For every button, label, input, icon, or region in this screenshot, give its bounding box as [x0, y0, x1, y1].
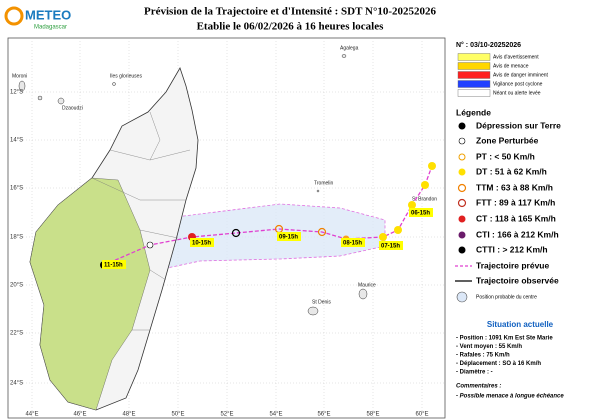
lat-label: 22°S — [10, 331, 23, 337]
lat-label: 20°S — [10, 283, 23, 289]
legend-icon — [457, 198, 467, 208]
lon-label: 54°E — [269, 412, 282, 418]
legend-icon — [458, 215, 466, 223]
title: Prévision de la Trajectoire et d'Intensi… — [144, 6, 436, 18]
lon-label: 60°E — [415, 412, 428, 418]
legend-label: CT : 118 à 165 Km/h — [476, 213, 556, 223]
alert-swatch — [457, 80, 491, 88]
lat-label: 14°S — [10, 138, 23, 144]
legend-icon — [458, 231, 466, 239]
comments-title: Commentaires : — [456, 384, 501, 390]
place-label: Iles glorieuses — [110, 73, 142, 79]
legend-label: PT : < 50 Km/h — [476, 151, 535, 161]
legend-icon — [458, 137, 466, 145]
lat-label: 24°S — [10, 381, 23, 387]
track-label-bg — [102, 260, 126, 269]
logo-title: METEO — [25, 7, 71, 22]
track-label: 06-15h — [411, 211, 430, 217]
legend-label: Trajectoire prévue — [476, 260, 550, 270]
alert-label: Vigilance post cyclone — [493, 81, 543, 87]
place-label: Agalega — [340, 45, 359, 51]
lat-label: 12°S — [10, 90, 23, 96]
legend-label: DT : 51 à 62 Km/h — [476, 166, 547, 176]
track-label-bg — [190, 238, 214, 247]
alert-zone — [29, 177, 151, 411]
legend-label: CTTI : > 212 Km/h — [476, 244, 548, 254]
legend-label: FTT : 89 à 117 Km/h — [476, 197, 555, 207]
lon-label: 58°E — [366, 412, 379, 418]
track-point — [146, 241, 154, 249]
situation-title: Situation actuelle — [487, 320, 554, 329]
place-label: St Denis — [312, 299, 331, 305]
legend-title: Légende — [456, 107, 491, 117]
legend-icon — [458, 168, 466, 176]
comment-line: - Possible menace à longue échéance — [456, 394, 564, 400]
track-label-bg — [379, 241, 403, 250]
forecast-track — [103, 165, 433, 266]
bulletin-number: N° : 03/10-20252026 — [456, 41, 521, 49]
lon-label: 56°E — [317, 412, 330, 418]
track-label: 10-15h — [192, 241, 211, 247]
lat-label: 18°S — [10, 235, 23, 241]
legend-label: CTI : 166 à 212 Km/h — [476, 229, 559, 239]
track-label: 08-15h — [343, 241, 362, 247]
alert-swatch — [457, 71, 491, 79]
place-label: Tromelin — [314, 180, 333, 186]
legend-icon — [458, 153, 466, 161]
lon-label: 52°E — [220, 412, 233, 418]
logo-subtitle: Madagascar — [34, 25, 67, 31]
place-label: Moroni — [12, 73, 27, 79]
alert-swatch — [457, 89, 491, 97]
situation-line: - Déplacement : SO à 16 Km/h — [456, 361, 541, 367]
legend-label: Zone Perturbée — [476, 135, 539, 145]
situation-line: - Vent moyen : 55 Km/h — [456, 344, 522, 350]
track-point — [408, 201, 416, 209]
legend-icon — [457, 183, 467, 193]
alert-label: Avis de menace — [493, 63, 529, 69]
alert-swatch — [457, 62, 491, 70]
logo-icon — [4, 6, 24, 26]
legend-icon — [458, 246, 466, 254]
track-label: 07-15h — [381, 244, 400, 250]
track-point — [317, 227, 327, 237]
track-point — [428, 162, 436, 170]
alert-swatch — [457, 53, 491, 61]
place-label: Maurice — [358, 282, 376, 288]
track-label-bg — [277, 232, 301, 241]
lon-label: 46°E — [73, 412, 86, 418]
situation-line: - Rafales : 75 Km/h — [456, 353, 510, 359]
track-label: 11-15h — [104, 263, 123, 269]
legend-label: Trajectoire observée — [476, 275, 559, 285]
lon-label: 48°E — [122, 412, 135, 418]
track-point — [379, 233, 387, 241]
subtitle: Etablie le 06/02/2026 à 16 heures locale… — [197, 21, 385, 33]
lon-label: 50°E — [171, 412, 184, 418]
track-point — [394, 226, 402, 234]
alert-label: Néant ou alerte levée — [493, 90, 541, 96]
track-point — [231, 228, 241, 238]
track-label-bg — [409, 208, 433, 217]
alert-label: Avis d'avertissement — [493, 54, 539, 60]
place-label: St Brandon — [412, 196, 437, 202]
legend-icon — [456, 291, 468, 303]
legend-label: Position probable du centre — [476, 294, 537, 300]
lat-label: 16°S — [10, 186, 23, 192]
place-label: Dzaoudzi — [62, 105, 83, 111]
track-point — [421, 181, 429, 189]
legend-label: Dépression sur Terre — [476, 120, 561, 130]
situation-line: - Diamètre : - — [456, 370, 493, 376]
track-label-bg — [341, 238, 365, 247]
alert-label: Avis de danger imminent — [493, 72, 549, 78]
legend-icon — [458, 122, 466, 130]
regions — [91, 111, 191, 331]
islands — [18, 54, 368, 316]
side-panel: N° : 03/10-20252026 Légende Situation ac… — [455, 41, 554, 390]
lon-label: 44°E — [25, 412, 38, 418]
situation-line: - Position : 1091 Km Est Ste Marie — [456, 336, 553, 342]
legend-label: TTM : 63 à 88 Km/h — [476, 182, 553, 192]
map: Moroni Dzaoudzi Iles glorieuses Agalega … — [7, 37, 446, 419]
track-label: 09-15h — [279, 235, 298, 241]
